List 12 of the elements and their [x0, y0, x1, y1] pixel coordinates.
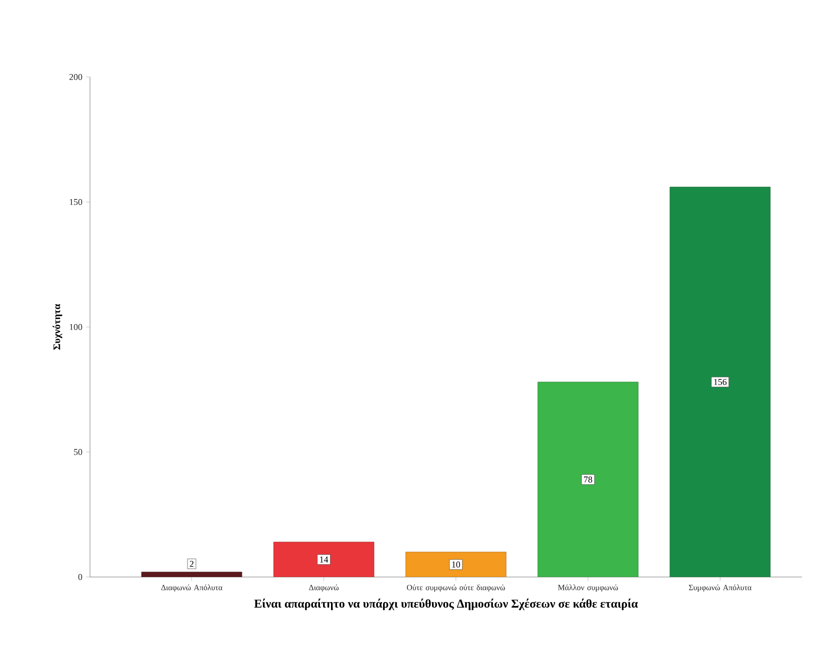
y-tick-label: 150: [70, 198, 82, 206]
data-label: 2: [190, 560, 194, 567]
y-tick-label: 200: [69, 74, 82, 80]
data-label: 78: [584, 476, 592, 483]
data-label: 14: [320, 556, 328, 562]
y-tick-label: 0: [78, 574, 82, 580]
y-tick-label: 50: [74, 448, 82, 456]
y-axis-title: Συχνότητα: [52, 304, 62, 350]
x-axis-title: Είναι απαραίτητο να υπάρχι υπεύθυνος Δημοσίων Σχέσεων σε κάθε εταιρία: [254, 598, 638, 610]
y-tick-label: 100: [70, 324, 82, 330]
data-label: 10: [452, 561, 460, 568]
data-label: 156: [714, 378, 727, 386]
